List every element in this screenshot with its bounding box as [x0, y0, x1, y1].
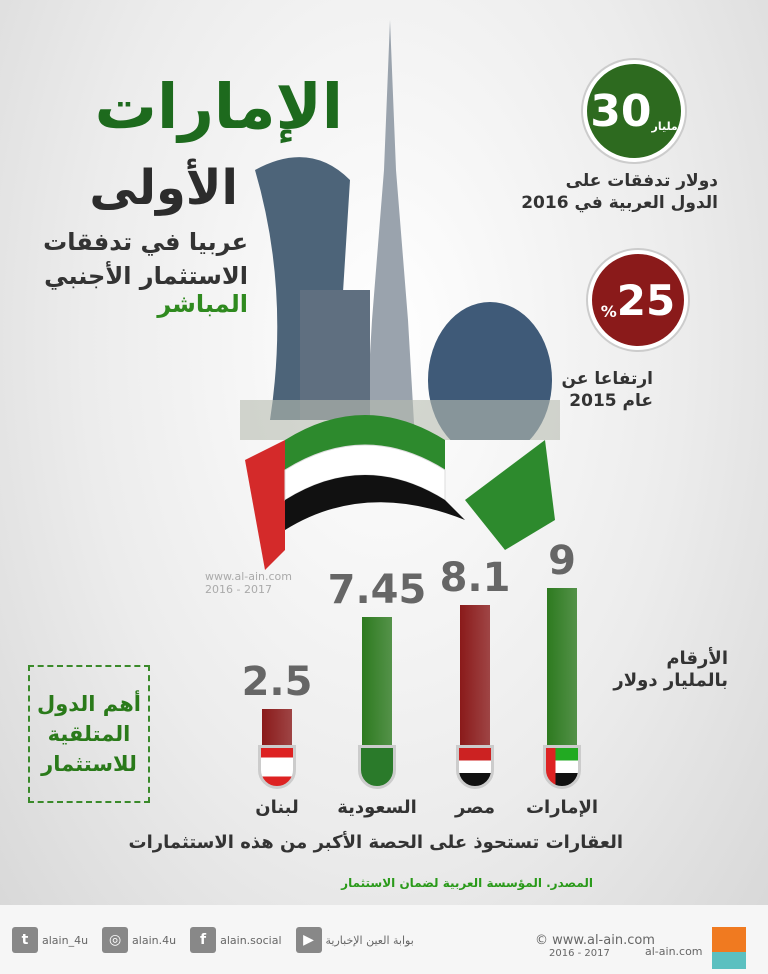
category-label: السعودية [337, 797, 417, 818]
social-links: t alain_4u ◎ alain.4u f alain.social ▶ بوابة… [12, 927, 414, 953]
value-label: 8.1 [439, 554, 511, 601]
stat-desc-25: ارتفاعا عن عام 2015 [561, 369, 653, 411]
bar [362, 617, 392, 745]
alain-logo [712, 927, 746, 969]
subtitle: عربيا في تدفقات الاستثمار الأجنبي [43, 228, 248, 290]
headline-subtitle: الأولى [89, 160, 238, 216]
stat-desc-30: دولار تدفقات على الدول العربية في 2016 [521, 171, 718, 213]
headline-title: الإمارات [94, 70, 343, 143]
tower [300, 290, 370, 420]
social-youtube[interactable]: ▶ بوابة العين الإخبارية [295, 927, 414, 953]
category-label: مصر [454, 797, 496, 818]
bar [262, 709, 292, 745]
subtitle-highlight: المباشر [157, 290, 248, 318]
flag-shield-icon [543, 745, 581, 789]
top-countries-label: أهم الدول المتلقية للاستثمار [28, 665, 150, 803]
watermark: www.al-ain.com 2016 - 2017 [205, 570, 293, 596]
facebook-icon: f [190, 927, 217, 953]
source: المصدر. المؤسسة العربية لضمان الاستثمار [341, 876, 593, 890]
footer-domain[interactable]: al-ain.com [645, 945, 703, 958]
social-twitter[interactable]: t alain_4u [12, 927, 88, 953]
footer-site[interactable]: © www.al-ain.com 2016 - 2017 [535, 933, 655, 959]
bar [460, 604, 490, 745]
note: العقارات تستحوذ على الحصة الأكبر من هذه … [128, 832, 623, 853]
value-label: 9 [548, 538, 576, 585]
instagram-icon: ◎ [102, 927, 129, 953]
uae-flag-ribbon [245, 415, 555, 570]
burj-khalifa [365, 20, 415, 440]
stat-circle-30: 30 مليار [583, 60, 685, 162]
category-label: الإمارات [525, 797, 599, 818]
skyline-illustration [240, 20, 560, 440]
value-label: 7.45 [327, 567, 427, 614]
flag-shield-icon [456, 745, 494, 789]
units-note: الأرقام بالمليار دولار [613, 648, 728, 691]
category-label: لبنان [255, 797, 299, 818]
twitter-icon: t [12, 927, 38, 953]
social-facebook[interactable]: f alain.social [190, 927, 282, 953]
flag-shield-icon [358, 745, 396, 789]
flag-shield-icon [258, 745, 296, 789]
social-instagram[interactable]: ◎ alain.4u [102, 927, 176, 953]
footer: t alain_4u ◎ alain.4u f alain.social ▶ بوابة… [0, 905, 768, 974]
value-label: 2.5 [241, 659, 313, 706]
stat-circle-25: % 25 [588, 250, 688, 350]
youtube-icon: ▶ [295, 927, 322, 953]
bar [547, 588, 577, 745]
